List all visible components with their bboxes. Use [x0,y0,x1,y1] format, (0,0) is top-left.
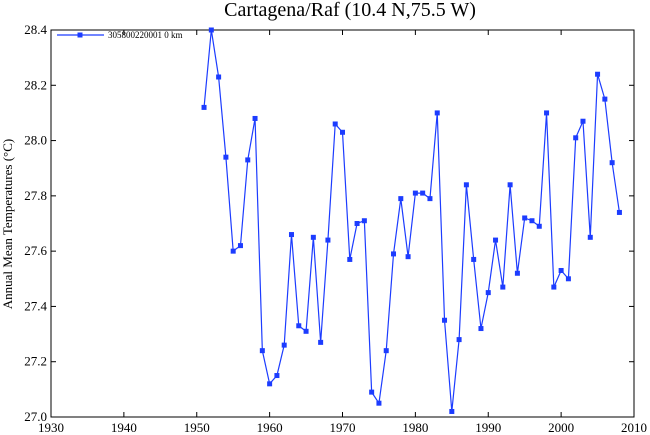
data-point [587,234,593,240]
legend-entry: 305800220001 0 km [108,30,183,40]
x-tick-label: 2000 [548,420,574,435]
data-point [369,389,375,395]
data-point [565,276,571,282]
data-point [493,237,499,243]
data-point [529,218,535,224]
y-tick-label: 27.0 [24,409,47,424]
x-tick-label: 1990 [475,420,501,435]
data-point [252,115,258,121]
data-point [405,254,411,260]
axes: 1930 1940 1950 1960 1970 1980 1990 2000 2010 27.0… [24,22,647,435]
data-point [383,348,389,354]
data-point [580,118,586,124]
plot-frame [50,29,635,418]
chart-title: Cartagena/Raf (10.4 N,75.5 W) [224,0,476,21]
data-point [551,284,557,290]
x-tick-label: 1950 [184,420,210,435]
data-point [376,400,382,406]
y-axis-label: Annual Mean Temperatures (°C) [0,139,15,309]
data-point [296,323,302,329]
data-point [544,110,550,116]
series-line [203,29,621,412]
y-tick-label: 28.0 [24,133,47,148]
data-point [616,209,622,215]
data-point [449,408,455,414]
data-point [500,284,506,290]
data-point [463,182,469,188]
y-tick-label: 28.4 [24,22,47,37]
data-point [573,135,579,141]
data-point [398,196,404,202]
data-point [230,248,236,254]
data-point [332,121,338,127]
data-point [478,326,484,332]
x-tick-label: 1940 [111,420,137,435]
data-point [354,221,360,226]
data-point [201,104,207,110]
x-tick-label: 1970 [330,420,356,435]
data-point [347,256,353,262]
data-point [420,190,426,196]
y-tick-label: 27.6 [24,243,47,258]
data-point [303,328,309,334]
x-tick-label: 1960 [257,420,283,435]
data-point [412,190,418,196]
data-point [245,157,251,163]
data-point [208,27,214,33]
data-point [391,251,397,257]
data-point [325,237,331,243]
legend: 305800220001 0 km [57,30,183,40]
data-point [507,182,513,188]
data-point [456,337,462,343]
legend-marker [77,32,83,38]
x-tick-label: 1980 [402,420,428,435]
y-tick-label: 27.2 [24,354,47,369]
data-point [434,110,440,116]
data-point [237,243,243,249]
data-point [267,381,273,387]
data-point [442,317,448,323]
data-point [427,196,433,202]
data-point [602,96,608,102]
x-tick-label: 1930 [38,420,64,435]
data-point [485,290,491,296]
data-point [281,342,287,348]
data-point [536,223,542,229]
data-point [288,232,294,238]
data-point [318,339,324,345]
data-point [471,256,477,262]
data-point [310,234,316,240]
data-point [216,74,222,80]
data-point [361,218,367,224]
data-point [609,160,615,166]
x-tick-label: 2010 [621,420,647,435]
data-point [340,129,345,135]
y-tick-label: 27.8 [24,188,47,203]
data-point [514,270,520,276]
data-point [259,348,265,354]
data-point [558,267,564,273]
data-point [274,373,280,379]
data-point [595,71,601,77]
y-tick-label: 27.4 [24,298,47,313]
data-point [223,154,229,160]
data-point [522,215,528,221]
y-tick-label: 28.2 [24,77,47,92]
series-layer [201,27,622,414]
